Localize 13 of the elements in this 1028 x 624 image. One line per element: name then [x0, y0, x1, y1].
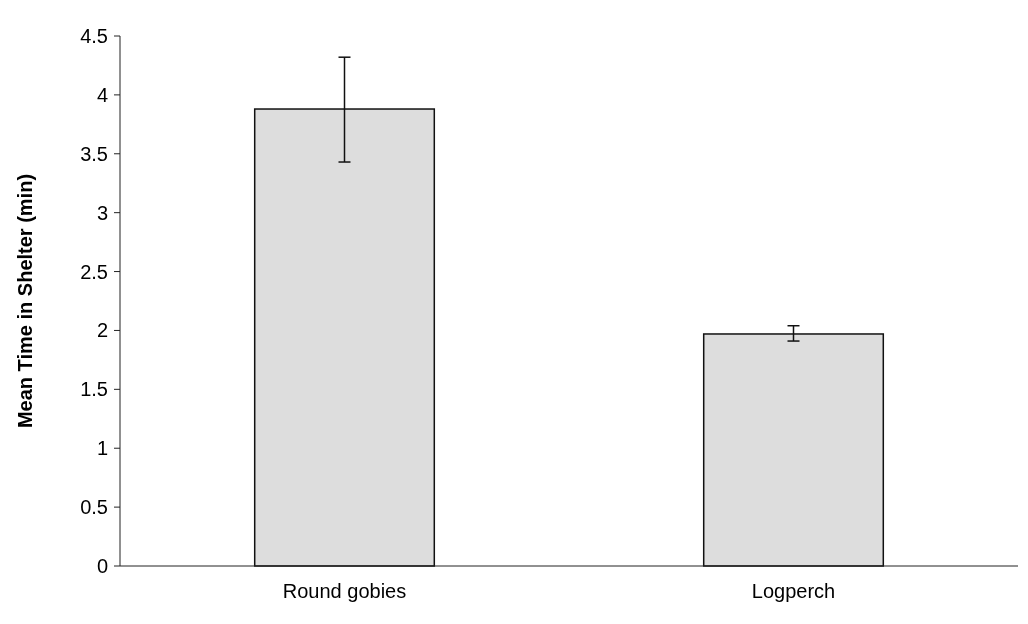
y-tick-label: 0.5 — [80, 496, 108, 519]
y-tick-label: 2 — [96, 319, 108, 342]
y-tick-label: 1 — [96, 437, 108, 460]
y-tick-label: 3 — [96, 201, 108, 224]
y-tick-label: 2.5 — [80, 260, 108, 283]
x-tick-label: Round gobies — [282, 580, 407, 602]
y-tick-label: 4.5 — [80, 25, 108, 47]
y-tick-label: 4 — [96, 83, 108, 106]
y-tick-label: 0 — [96, 555, 108, 577]
y-tick-label: 3.5 — [80, 142, 108, 165]
x-tick-label: Logperch — [751, 580, 836, 602]
y-tick-label: 1.5 — [80, 378, 108, 401]
y-axis-title: Mean Time in Shelter (min) — [14, 173, 36, 429]
